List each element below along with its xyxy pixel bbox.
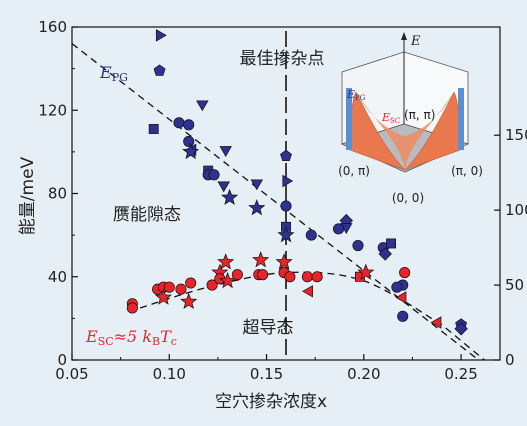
inset-energy-axis-arrow [401,32,407,40]
bottom-tick-label: 0.15 [250,365,283,383]
sc-gap-point [395,291,407,304]
sc-gap-point [284,271,296,283]
inset-k-0-pi: (0, π) [338,164,370,178]
pseudogap-point [155,29,167,42]
inset-k-pi-pi: (π, π) [404,108,435,122]
sc-gap-point [175,283,187,295]
pseudogap-point [277,226,295,243]
left-tick-label: 0 [57,351,67,369]
inset-pg-right-edge [458,88,464,150]
bottom-axis-ticks: 0.05 0.10 0.15 0.20 0.25 [55,354,478,383]
pseudogap-point [183,135,195,148]
pseudogap-fit-line [71,43,479,361]
sc-gap-point [180,292,198,310]
left-axis-ticks: 0 40 80 120 160 [38,18,78,369]
x-axis-label: 空穴掺杂浓度x [215,392,327,412]
right-axis-ticks: 0 50 100 150 [494,126,527,369]
left-tick-label: 80 [48,185,67,203]
optimal-doping-annotation: 最佳掺杂点 [240,49,325,69]
pseudogap-point [182,142,200,160]
pseudogap-point [208,169,220,181]
sc-gap-point [399,267,411,279]
right-tick-label: 50 [505,276,524,294]
pseudogap-point [282,174,294,188]
pseudogap-point [153,64,166,76]
pseudogap-point [454,322,468,336]
pseudogap-point [221,188,239,205]
sc-gap-point [275,253,293,270]
bottom-tick-label: 0.25 [444,365,477,383]
pseudogap-point [391,281,403,293]
inset-energy-label: E [410,34,421,49]
sc-gap-point [252,251,270,268]
pseudogap-point [280,200,292,212]
sc-gap-point [185,277,197,289]
sc-gap-point [154,288,172,305]
pseudogap-point [219,146,232,158]
pseudogap-point [148,124,159,134]
pseudogap-point [173,117,185,129]
sc-gap-point [311,271,323,283]
pseudogap-point [217,181,231,193]
sc-region-label: 超导态 [243,318,294,338]
sc-gap-point [217,253,235,270]
left-tick-label: 120 [38,101,67,119]
pseudogap-point [183,119,195,131]
pseudogap-point [196,100,209,112]
sc-gap-point [257,269,269,281]
right-tick-label: 100 [505,201,527,219]
data-points [126,29,468,336]
inset-pg-left-edge [346,88,352,150]
y-axis-label: 能量/meV [18,156,38,235]
inset-epg-label: EPG [346,88,366,102]
sc-gap-point [301,271,313,283]
sc-gap-point [357,263,375,280]
sc-gap-point [206,279,218,291]
esc-formula-label: ESC≈5 kBTc [85,327,177,348]
sc-gap-point [302,285,313,298]
gap-schematic-inset: E EPG ESC (π, π) (0, π) (π, 0) (0, 0) [338,32,483,205]
inset-esc-label: ESC [381,111,400,125]
pseudogap-point [250,179,264,191]
bottom-tick-label: 0.10 [153,365,186,383]
sc-gap-point [430,316,442,329]
epg-label: EPG [99,63,128,84]
bottom-tick-label: 0.20 [347,365,380,383]
left-tick-label: 160 [38,18,67,36]
inset-k-0-0: (0, 0) [392,191,424,205]
pseudogap-point [386,238,397,249]
pseudogap-point [397,310,409,322]
pseudogap-point [248,199,266,216]
inset-k-pi-0: (π, 0) [451,164,483,178]
pseudogap-point [378,247,392,261]
sc-gap-point [231,269,243,281]
pseudogap-region-label: 赝能隙态 [113,205,181,225]
sc-gap-point [126,302,138,314]
right-tick-label: 150 [505,126,527,144]
left-tick-label: 40 [48,268,67,286]
pseudogap-point [280,149,292,162]
bottom-tick-label: 0.05 [55,365,88,383]
pseudogap-point [332,223,345,235]
pseudogap-point [352,239,364,252]
sc-gap-point [163,281,175,293]
inset-sc-gap-front [356,92,454,170]
right-tick-label: 0 [505,351,515,369]
pseudogap-point [305,229,317,241]
